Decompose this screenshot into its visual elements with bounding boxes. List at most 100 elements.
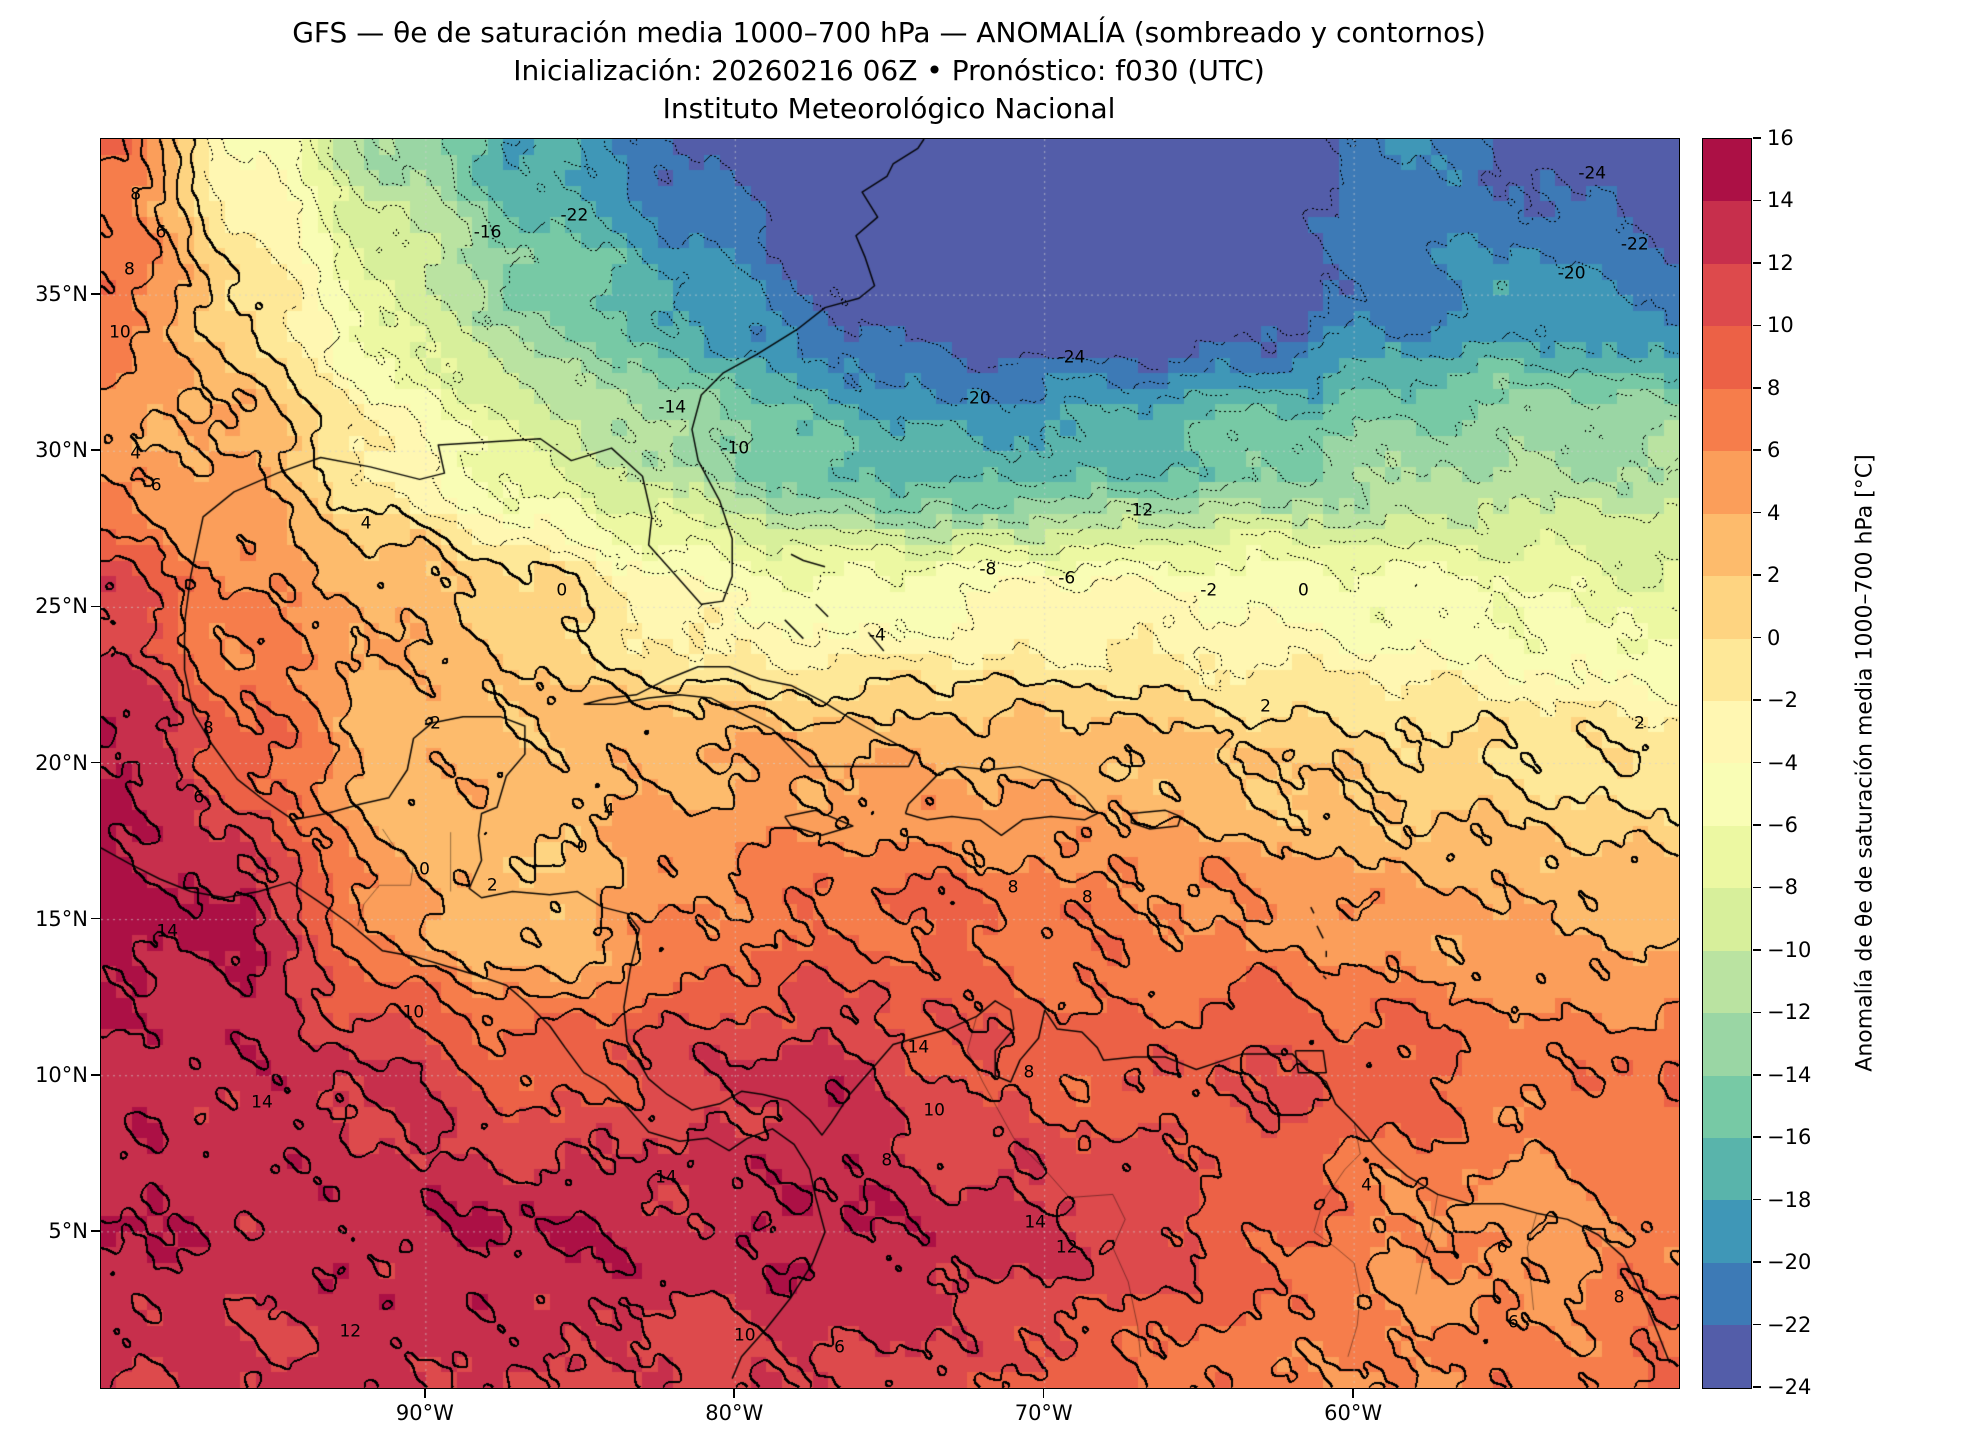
x-tick-label: 60°W <box>1324 1401 1383 1425</box>
colorbar-band <box>1703 513 1751 577</box>
contour-label: 8 <box>881 1150 893 1171</box>
contour-label: 6 <box>834 1337 845 1358</box>
colorbar-band <box>1703 1138 1751 1201</box>
contour-label: 0 <box>1298 580 1309 601</box>
colorbar-band <box>1703 825 1751 889</box>
y-tick-label: 20°N <box>35 750 88 775</box>
colorbar-tick-label: −6 <box>1767 812 1798 837</box>
x-tick-label: 70°W <box>1014 1401 1073 1425</box>
contour-label: 6 <box>1496 1237 1508 1258</box>
colorbar <box>1702 138 1752 1389</box>
contour-label: -16 <box>473 222 502 243</box>
contour-label: -6 <box>1058 568 1076 589</box>
colorbar-tick-mark <box>1753 449 1761 452</box>
colorbar-tick-mark <box>1753 761 1761 764</box>
contour-label: 0 <box>419 859 430 880</box>
colorbar-band <box>1703 763 1751 826</box>
contour-label: 6 <box>1507 1312 1519 1333</box>
contour-label: -20 <box>962 388 991 409</box>
contour-label: 10 <box>733 1325 756 1346</box>
colorbar-tick-mark <box>1753 824 1761 826</box>
title-line-2: Inicialización: 20260216 06Z • Pronóstic… <box>513 54 1265 87</box>
map-plot-area: 8 6 8 10 -16 -22 -24 -22 -20 -24 -20 -14 -10 4 6 -12 4 -8… <box>100 138 1680 1389</box>
contour-label: 8 <box>202 718 214 739</box>
colorbar-tick-mark <box>1753 886 1761 889</box>
contour-label: 8 <box>1613 1287 1625 1308</box>
colorbar-band <box>1703 1325 1751 1388</box>
contour-label: 2 <box>1634 713 1645 734</box>
y-tick-label: 15°N <box>35 906 88 931</box>
colorbar-tick-label: 12 <box>1767 250 1794 275</box>
colorbar-band <box>1703 950 1751 1014</box>
colorbar-band <box>1703 139 1751 202</box>
y-tick-mark <box>91 1230 100 1232</box>
contour-label: -4 <box>868 625 886 646</box>
contour-label: 14 <box>907 1037 930 1058</box>
contour-label: 10 <box>923 1100 945 1121</box>
colorbar-tick-mark <box>1753 1323 1761 1326</box>
x-tick-mark <box>1352 1389 1354 1398</box>
colorbar-band <box>1703 263 1751 327</box>
colorbar-tick-mark <box>1753 387 1761 389</box>
colorbar-band <box>1703 1200 1751 1263</box>
colorbar-tick-mark <box>1753 1011 1761 1014</box>
colorbar-tick-mark <box>1753 1073 1761 1076</box>
colorbar-label: Anomalía de θe de saturación media 1000–… <box>1852 454 1878 1072</box>
colorbar-tick-label: 10 <box>1767 313 1794 338</box>
contour-label: -12 <box>1125 500 1154 521</box>
contour-label: 2 <box>1260 696 1271 717</box>
x-tick-label: 80°W <box>705 1401 764 1425</box>
x-tick-mark <box>1042 1389 1045 1398</box>
contour-label: 6 <box>193 787 205 808</box>
contour-label: -24 <box>1057 347 1086 368</box>
colorbar-tick-label: −14 <box>1767 1062 1812 1087</box>
chart-title: GFS — θe de saturación media 1000–700 hP… <box>100 14 1678 128</box>
anomaly-field-canvas <box>101 139 1679 1388</box>
title-line-1: GFS — θe de saturación media 1000–700 hP… <box>292 16 1486 49</box>
colorbar-tick-mark <box>1753 949 1761 951</box>
y-tick-mark <box>91 293 100 295</box>
contour-label: 14 <box>251 1092 273 1113</box>
y-tick-mark <box>91 1073 100 1076</box>
title-line-3: Instituto Meteorológico Nacional <box>662 92 1116 125</box>
colorbar-band <box>1703 1075 1751 1138</box>
contour-label: 4 <box>360 513 372 534</box>
contour-label: -8 <box>979 559 997 580</box>
y-tick-mark <box>91 917 100 920</box>
colorbar-tick-label: −24 <box>1767 1375 1812 1399</box>
colorbar-tick-label: −20 <box>1767 1250 1812 1275</box>
y-tick-mark <box>91 761 100 764</box>
colorbar-band <box>1703 888 1751 951</box>
colorbar-tick-label: 2 <box>1767 563 1781 588</box>
colorbar-tick-label: −16 <box>1767 1125 1812 1150</box>
colorbar-band <box>1703 638 1751 701</box>
contour-label: -22 <box>1620 234 1649 255</box>
y-tick-label: 5°N <box>48 1218 88 1243</box>
colorbar-band <box>1703 700 1751 764</box>
contour-label: 8 <box>1023 1062 1035 1083</box>
contour-label: 12 <box>339 1321 362 1342</box>
contour-label: 14 <box>156 921 179 942</box>
colorbar-tick-label: 0 <box>1767 625 1781 650</box>
colorbar-tick-mark <box>1753 574 1761 576</box>
contour-label: 4 <box>130 443 142 464</box>
colorbar-tick-mark <box>1753 262 1761 264</box>
y-tick-mark <box>91 605 100 608</box>
colorbar-tick-mark <box>1753 699 1761 701</box>
colorbar-tick-label: 6 <box>1767 438 1781 463</box>
contour-label: 14 <box>655 1167 677 1188</box>
x-tick-mark <box>424 1389 426 1398</box>
colorbar-band <box>1703 1013 1751 1076</box>
colorbar-tick-mark <box>1753 511 1761 514</box>
contour-label: 2 <box>486 875 498 896</box>
y-tick-label: 35°N <box>35 282 88 307</box>
colorbar-tick-mark <box>1753 1386 1761 1388</box>
y-tick-label: 30°N <box>35 438 88 463</box>
colorbar-tick-label: 4 <box>1767 500 1781 525</box>
contour-label: -24 <box>1578 163 1607 184</box>
contour-labels-layer: 8 6 8 10 -16 -22 -24 -22 -20 -24 -20 -14 -10 4 6 -12 4 -8… <box>101 139 1679 1388</box>
contour-label: 8 <box>123 259 135 280</box>
colorbar-tick-label: −8 <box>1767 875 1798 900</box>
contour-label: 8 <box>1081 887 1093 908</box>
